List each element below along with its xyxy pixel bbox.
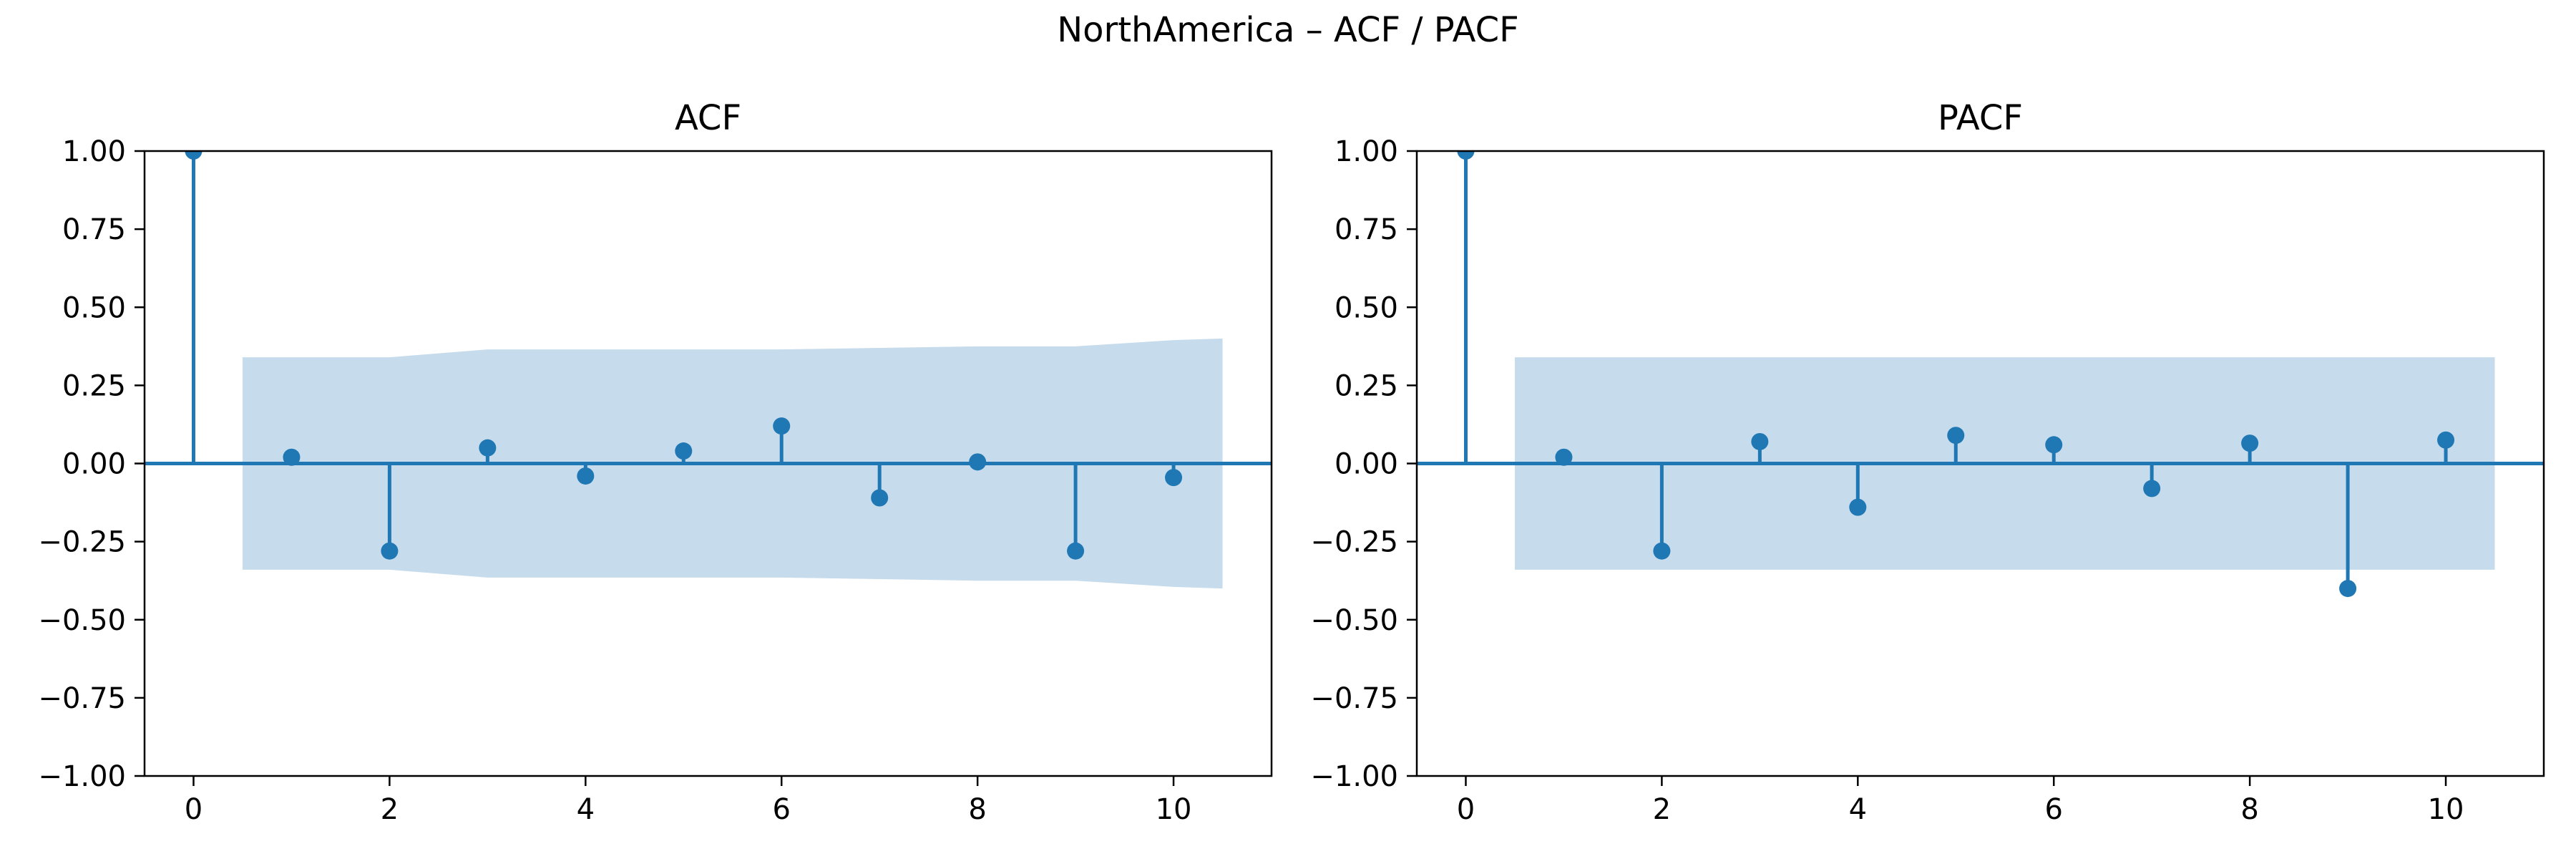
marker-lag-7 (871, 489, 889, 507)
marker-lag-9 (1067, 542, 1085, 560)
y-tick-label: 0.50 (1335, 291, 1398, 324)
y-tick-label: −1.00 (38, 760, 126, 793)
y-tick-label: −0.25 (1310, 526, 1398, 559)
marker-lag-2 (381, 542, 399, 560)
panel-title: ACF (675, 98, 741, 138)
stems (1417, 151, 2544, 598)
marker-lag-4 (1849, 498, 1867, 516)
marker-lag-10 (1165, 469, 1183, 487)
y-tick-label: 1.00 (1335, 135, 1398, 168)
stems (145, 151, 1272, 560)
marker-lag-9 (2339, 580, 2357, 598)
chart-panels: 0 2 4 6 8 10 1.00 0.75 0.50 0.25 0.00 −0.25 −0.50 −0.… (38, 98, 2545, 826)
y-tick-label: 0.50 (62, 291, 126, 324)
y-tick-label: 0.25 (62, 369, 126, 402)
x-tick-label: 8 (2240, 793, 2258, 826)
x-tick-label: 4 (1849, 793, 1867, 826)
marker-lag-6 (773, 417, 791, 435)
panel-acf: 0 2 4 6 8 10 1.00 0.75 0.50 0.25 0.00 −0.25 −0.50 −0.… (38, 98, 1273, 826)
marker-lag-10 (2437, 431, 2455, 449)
marker-lag-5 (675, 442, 693, 460)
marker-lag-4 (577, 467, 595, 485)
x-tick-label: 2 (381, 793, 399, 826)
y-tick-label: −0.25 (38, 526, 126, 559)
y-tick-label: 1.00 (62, 135, 126, 168)
x-tick-label: 0 (185, 793, 203, 826)
panel-title: PACF (1938, 98, 2023, 138)
marker-lag-6 (2045, 436, 2063, 454)
marker-lag-2 (1653, 542, 1671, 560)
y-tick-label: 0.00 (62, 448, 126, 481)
figure-title: NorthAmerica – ACF / PACF (1057, 10, 1519, 50)
y-tick-label: −0.75 (1310, 682, 1398, 715)
x-tick-label: 0 (1457, 793, 1475, 826)
marker-lag-1 (1555, 448, 1573, 466)
x-tick-label: 10 (2428, 793, 2464, 826)
y-tick-label: 0.75 (1335, 213, 1398, 246)
x-tick-label: 8 (968, 793, 986, 826)
y-tick-label: 0.00 (1335, 448, 1398, 481)
x-tick-label: 4 (577, 793, 595, 826)
marker-lag-5 (1947, 427, 1965, 445)
marker-lag-8 (969, 453, 987, 471)
marker-lag-0 (1457, 151, 1475, 160)
marker-lag-7 (2143, 480, 2161, 498)
x-tick-label: 6 (2044, 793, 2062, 826)
marker-lag-3 (1751, 432, 1769, 450)
marker-lag-1 (283, 448, 301, 466)
y-tick-label: −0.50 (38, 604, 126, 637)
y-tick-label: 0.25 (1335, 369, 1398, 402)
y-tick-label: 0.75 (62, 213, 126, 246)
y-tick-label: −0.75 (38, 682, 126, 715)
marker-lag-0 (185, 151, 203, 160)
x-tick-label: 10 (1156, 793, 1192, 826)
y-tick-label: −1.00 (1310, 760, 1398, 793)
x-tick-label: 2 (1653, 793, 1671, 826)
x-tick-label: 6 (772, 793, 790, 826)
marker-lag-3 (479, 439, 497, 457)
panel-pacf: 0 2 4 6 8 10 1.00 0.75 0.50 0.25 0.00 −0.25 −0.50 −0.… (1310, 98, 2545, 826)
y-tick-label: −0.50 (1310, 604, 1398, 637)
marker-lag-8 (2241, 435, 2259, 452)
